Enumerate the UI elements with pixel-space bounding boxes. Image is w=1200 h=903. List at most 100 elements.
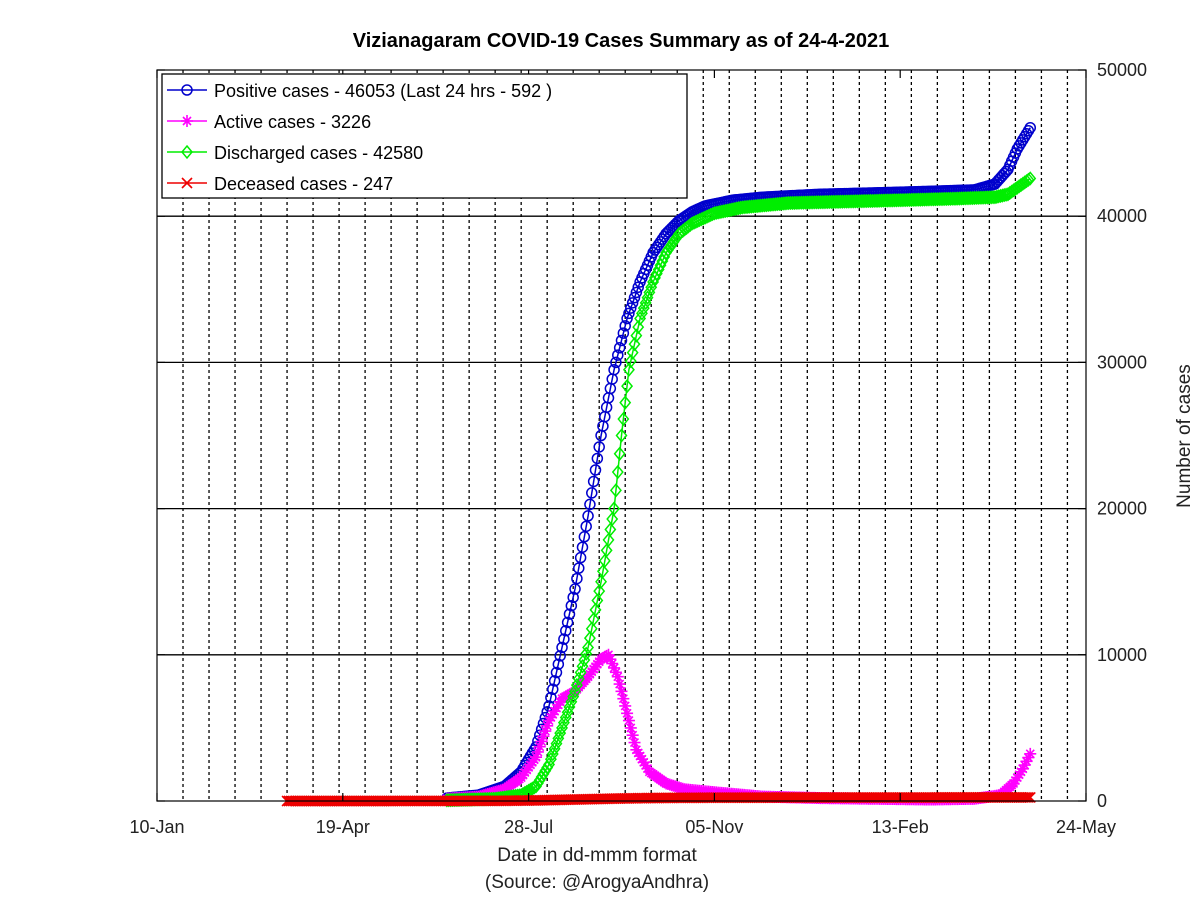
legend-label: Discharged cases - 42580: [214, 143, 423, 163]
point: [637, 756, 650, 769]
point: [611, 670, 624, 683]
y-tick-label: 10000: [1097, 645, 1147, 665]
point: [582, 640, 595, 655]
point: [569, 583, 581, 595]
point: [626, 297, 639, 309]
point: [589, 602, 602, 618]
point: [533, 740, 546, 753]
plot-frame: [156, 69, 1087, 802]
point: [624, 354, 637, 369]
point: [565, 599, 578, 612]
point: [615, 334, 628, 347]
x-tick-label: 19-Apr: [316, 817, 370, 837]
point: [608, 363, 620, 376]
x-tick-label: 13-Feb: [872, 817, 929, 837]
series-diamond: [440, 171, 1037, 808]
legend-label: Positive cases - 46053 (Last 24 hrs - 59…: [214, 81, 552, 101]
point: [547, 683, 559, 696]
point: [584, 498, 596, 511]
x-axis-label: Date in dd-mmm format: [497, 845, 697, 866]
point: [613, 446, 626, 461]
point: [1016, 762, 1029, 775]
point: [630, 286, 643, 299]
point: [619, 699, 632, 712]
point: [591, 593, 604, 608]
point: [602, 532, 615, 548]
point: [628, 291, 641, 304]
point: [619, 395, 632, 410]
point: [181, 84, 193, 96]
legend-entry: Positive cases - 46053 (Last 24 hrs - 59…: [167, 81, 552, 101]
point: [1000, 187, 1013, 202]
point: [548, 705, 561, 718]
point: [541, 719, 554, 732]
x-tick-label: 24-May: [1056, 817, 1116, 837]
point: [550, 702, 563, 715]
point: [591, 452, 604, 465]
point: [635, 753, 648, 766]
y-tick-label: 0: [1097, 791, 1107, 811]
point: [585, 621, 598, 636]
point: [624, 721, 637, 734]
point: [612, 349, 624, 361]
point: [533, 772, 546, 788]
point: [552, 698, 565, 711]
point: [609, 666, 622, 679]
source-label: (Source: @ArogyaAndhra): [485, 872, 709, 893]
point: [613, 678, 626, 691]
point: [604, 522, 617, 537]
y-axis-label: Number of cases: [1174, 364, 1195, 508]
point: [586, 487, 598, 499]
point: [578, 531, 591, 543]
point: [531, 776, 544, 791]
point: [613, 342, 626, 354]
point: [639, 759, 652, 772]
point: [625, 302, 637, 314]
legend-entry: Discharged cases - 42580: [167, 143, 423, 163]
legend: Positive cases - 46053 (Last 24 hrs - 59…: [161, 73, 688, 199]
point: [1020, 755, 1033, 768]
point: [608, 501, 621, 516]
point: [630, 328, 643, 343]
point: [615, 428, 628, 443]
y-tick-label: 30000: [1097, 352, 1147, 372]
point: [587, 475, 600, 488]
point: [621, 312, 633, 325]
point: [181, 144, 193, 160]
point: [583, 630, 596, 646]
point: [1024, 121, 1037, 134]
point: [593, 441, 605, 453]
point: [593, 583, 606, 599]
point: [537, 730, 550, 743]
point: [619, 320, 631, 332]
point: [537, 766, 550, 782]
point: [554, 650, 566, 662]
point: [628, 336, 641, 352]
point: [531, 745, 544, 758]
point: [610, 356, 622, 369]
point: [558, 633, 570, 645]
point: [622, 362, 635, 377]
legend-box: [161, 73, 688, 199]
point: [634, 750, 647, 763]
point: [595, 574, 608, 589]
point: [561, 616, 574, 629]
point: [530, 779, 543, 794]
y-tick-label: 20000: [1097, 499, 1147, 519]
point: [567, 591, 579, 604]
point: [552, 658, 565, 670]
point: [530, 751, 543, 764]
point: [548, 675, 561, 687]
point: [573, 562, 585, 574]
point: [608, 661, 621, 674]
point: [628, 736, 641, 749]
point: [641, 762, 654, 775]
legend-entry: Active cases - 3226: [167, 112, 371, 132]
axes: 10-Jan 19-Apr 28-Jul 05-Nov 13-Feb 24-May 0 100…: [129, 60, 1147, 837]
point: [632, 746, 645, 759]
point: [1018, 759, 1031, 772]
point: [621, 378, 634, 394]
point: [550, 666, 563, 679]
